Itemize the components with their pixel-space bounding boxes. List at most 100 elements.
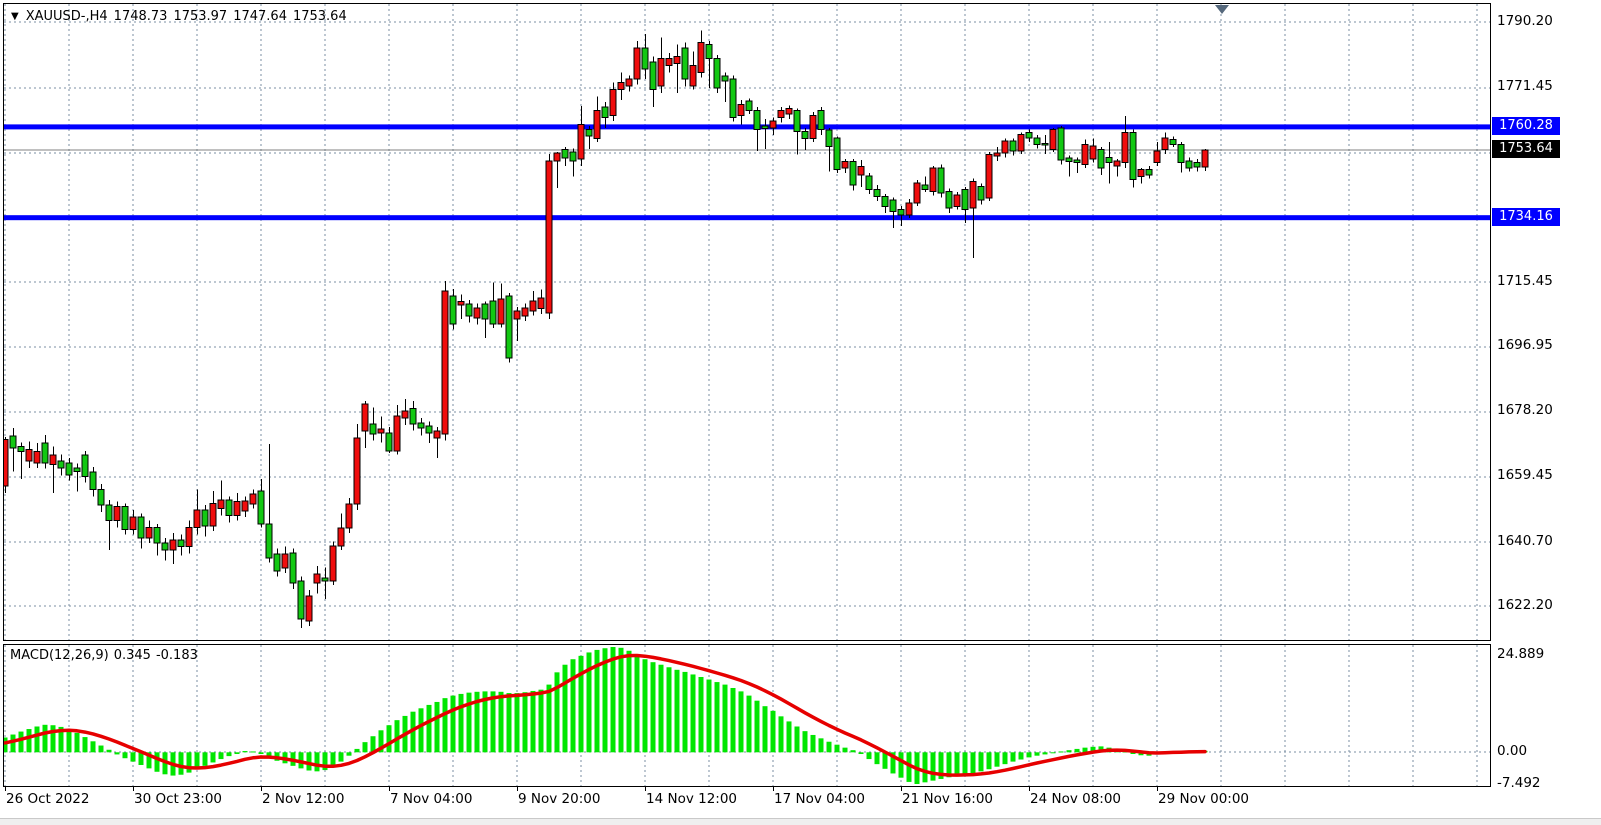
candle <box>961 186 969 224</box>
ohlc-title: ▼ XAUUSD-,H4 1748.73 1753.97 1747.64 1753.64 <box>11 9 353 24</box>
candle <box>721 72 729 102</box>
macd-histogram-bar <box>1042 752 1048 755</box>
candle <box>705 40 713 88</box>
candle-body <box>969 180 977 209</box>
candle-body <box>801 130 809 139</box>
candle <box>281 546 289 573</box>
candle <box>1065 155 1073 177</box>
time-axis-tick <box>517 787 518 791</box>
macd-chart-svg[interactable] <box>4 645 1490 786</box>
symbol-dropdown-icon[interactable]: ▼ <box>11 11 19 22</box>
candle-body <box>153 527 161 544</box>
candle-body <box>1161 137 1169 150</box>
macd-signal-line <box>4 653 1207 777</box>
candle <box>201 505 209 537</box>
candle-body <box>185 527 193 548</box>
macd-histogram-bar <box>514 693 520 753</box>
candle-body <box>513 310 521 320</box>
candle-body <box>89 471 97 490</box>
macd-histogram-bar <box>898 752 904 778</box>
candle-body <box>97 488 105 506</box>
candle-body <box>553 152 561 162</box>
macd-histogram-bar <box>498 691 504 753</box>
macd-histogram-bar <box>866 752 872 760</box>
candle <box>577 105 585 167</box>
candle-body <box>865 175 873 191</box>
macd-histogram-bar <box>450 695 456 753</box>
price-chart-svg[interactable] <box>4 4 1490 640</box>
candle <box>881 193 889 214</box>
candle <box>249 489 257 509</box>
macd-histogram-bar <box>986 752 992 770</box>
candle <box>1121 116 1129 168</box>
macd-histogram-bar <box>74 732 80 753</box>
candle <box>561 146 569 167</box>
price-axis-label: 1640.70 <box>1497 532 1553 549</box>
resistance-line[interactable] <box>4 124 1490 130</box>
candle <box>433 426 441 459</box>
candle-body <box>537 297 545 310</box>
candle <box>425 421 433 444</box>
macd-histogram-bar <box>610 647 616 753</box>
candle <box>481 301 489 338</box>
candle-body <box>297 580 305 620</box>
candle <box>393 405 401 455</box>
candle-body <box>377 428 385 434</box>
time-axis[interactable]: 26 Oct 2022 30 Oct 23:00 2 Nov 12:00 7 Nov … <box>0 787 1601 812</box>
support-line[interactable] <box>4 215 1490 221</box>
candle-body <box>961 189 969 211</box>
macd-histogram-bar <box>226 752 232 757</box>
macd-histogram-bar <box>810 734 816 753</box>
macd-histogram-bar <box>946 752 952 778</box>
time-axis-label: 7 Nov 04:00 <box>390 791 473 807</box>
macd-histogram-bar <box>18 731 24 753</box>
candle <box>1033 134 1041 149</box>
candle <box>785 105 793 120</box>
macd-histogram-bar <box>762 706 768 753</box>
price-axis[interactable]: 1790.20 1771.45 1715.45 1696.95 1678.20 1659.… <box>1491 0 1601 812</box>
candle <box>609 82 617 121</box>
candle <box>913 180 921 207</box>
candle <box>209 491 217 532</box>
macd-histogram-bar <box>1002 752 1008 765</box>
macd-histogram-bar <box>466 692 472 753</box>
candle-body <box>737 104 745 117</box>
candle-body <box>593 109 601 139</box>
candle-body <box>785 108 793 115</box>
macd-histogram-bar <box>10 734 16 753</box>
candle <box>641 34 649 80</box>
macd-histogram-bar <box>858 752 864 754</box>
candle <box>161 538 169 561</box>
candle-body <box>265 523 273 559</box>
candle-body <box>529 300 537 312</box>
macd-histogram-bar <box>194 752 200 770</box>
candle-body <box>657 57 665 87</box>
candle-body <box>1073 159 1081 164</box>
candle <box>873 185 881 201</box>
price-axis-label: 1696.95 <box>1497 337 1553 354</box>
macd-histogram-bar <box>954 752 960 776</box>
price-pane[interactable]: ▼ XAUUSD-,H4 1748.73 1753.97 1747.64 1753.64 <box>3 3 1491 641</box>
macd-histogram-bar <box>442 698 448 753</box>
candle-body <box>1121 132 1129 164</box>
candle-body <box>409 407 417 425</box>
candle <box>1153 141 1161 167</box>
candle-body <box>305 595 313 622</box>
window-footer <box>0 818 1601 825</box>
macd-histogram-bar <box>1074 748 1080 753</box>
candle <box>1089 138 1097 163</box>
candle <box>49 446 57 493</box>
macd-histogram-bar <box>890 752 896 774</box>
price-axis-label: 1771.45 <box>1497 78 1553 95</box>
ohlc-close: 1753.64 <box>292 9 347 24</box>
macd-histogram-bar <box>98 745 104 753</box>
macd-pane[interactable]: MACD(12,26,9) 0.345 -0.183 <box>3 644 1491 787</box>
candle-body <box>345 503 353 529</box>
grid <box>4 4 1490 640</box>
time-axis-tick <box>901 787 902 791</box>
macd-histogram-bar <box>1034 752 1040 756</box>
macd-histogram-bar <box>850 750 856 753</box>
candle <box>25 441 33 469</box>
macd-histogram-bar <box>322 752 328 771</box>
candle-body <box>313 573 321 584</box>
